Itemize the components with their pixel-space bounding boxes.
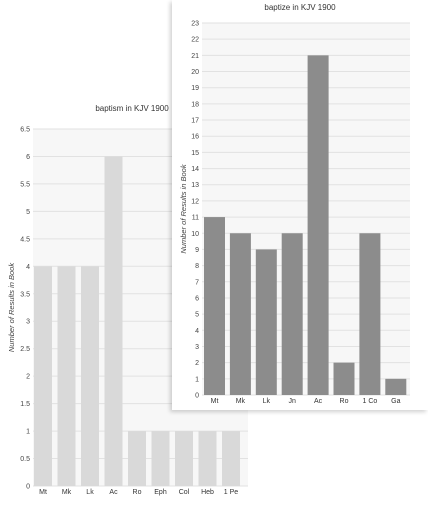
baptize-chart-panel: baptize in KJV 1900 0 1 2 3 4 5 6 7 8 9 10 11 12 13 14 1… xyxy=(172,0,428,410)
x-tick-label: Lk xyxy=(86,489,94,496)
bar-ga[interactable] xyxy=(385,378,407,395)
y-tick-label: 13 xyxy=(191,182,199,189)
y-tick-label: 5 xyxy=(26,209,30,216)
bar-1-co[interactable] xyxy=(359,233,381,395)
bar-ro[interactable] xyxy=(333,362,355,395)
bar-ac[interactable] xyxy=(307,55,329,395)
bar-eph[interactable] xyxy=(151,431,170,486)
y-tick-label: 17 xyxy=(191,118,199,125)
y-tick-label: 6.5 xyxy=(20,127,30,134)
y-tick-label: 1 xyxy=(195,376,199,383)
y-tick-label: 12 xyxy=(191,198,199,205)
bar-jn[interactable] xyxy=(281,233,303,395)
bar-col[interactable] xyxy=(175,431,193,486)
y-tick-label: 23 xyxy=(191,21,199,28)
y-tick-label: 1.5 xyxy=(20,401,30,408)
x-tick-label: Heb xyxy=(201,489,214,496)
y-tick-label: 4.5 xyxy=(20,236,30,243)
y-tick-label: 6 xyxy=(26,154,30,161)
y-axis-title: Number of Results in Book xyxy=(179,163,188,253)
y-tick-label: 15 xyxy=(191,150,199,157)
x-tick-label: 1 Pe xyxy=(224,489,239,496)
bar-mk[interactable] xyxy=(57,266,76,486)
x-tick-label: Lk xyxy=(263,398,271,405)
y-axis-title: Number of Results in Book xyxy=(7,262,16,352)
y-tick-label: 3 xyxy=(26,319,30,326)
y-tick-label: 7 xyxy=(195,279,199,286)
chart-title: baptize in KJV 1900 xyxy=(264,3,336,12)
y-tick-label: 16 xyxy=(191,134,199,141)
y-tick-label: 10 xyxy=(191,231,199,238)
y-tick-label: 2.5 xyxy=(20,346,30,353)
x-tick-label: Jn xyxy=(288,398,296,405)
y-tick-label: 2 xyxy=(195,360,199,367)
x-tick-label: Mt xyxy=(39,489,47,496)
bar-1-pe[interactable] xyxy=(222,431,240,486)
y-tick-label: 8 xyxy=(195,263,199,270)
y-tick-label: 0 xyxy=(195,393,199,400)
y-tick-label: 21 xyxy=(191,53,199,60)
x-tick-label: Ro xyxy=(340,398,349,405)
x-tick-label: 1 Co xyxy=(363,398,378,405)
x-tick-label: Eph xyxy=(154,489,167,496)
y-tick-label: 2 xyxy=(26,374,30,381)
bar-lk[interactable] xyxy=(81,266,99,486)
y-tick-label: 5.5 xyxy=(20,181,30,188)
y-tick-label: 22 xyxy=(191,37,199,44)
bar-mk[interactable] xyxy=(229,233,251,395)
y-tick-label: 18 xyxy=(191,101,199,108)
bar-heb[interactable] xyxy=(198,431,217,486)
y-tick-label: 9 xyxy=(195,247,199,254)
y-tick-label: 4 xyxy=(195,328,199,335)
y-tick-label: 20 xyxy=(191,69,199,76)
y-tick-label: 0 xyxy=(26,484,30,491)
y-tick-label: 1 xyxy=(26,429,30,436)
x-tick-label: Ga xyxy=(391,398,400,405)
bar-lk[interactable] xyxy=(255,249,277,395)
x-tick-label: Mk xyxy=(62,489,72,496)
y-tick-label: 19 xyxy=(191,85,199,92)
x-tick-label: Ac xyxy=(314,398,323,405)
baptize-chart: baptize in KJV 1900012345678910111213141… xyxy=(179,3,410,405)
y-tick-label: 5 xyxy=(195,312,199,319)
y-tick-label: 0.5 xyxy=(20,456,30,463)
x-tick-label: Ac xyxy=(109,489,118,496)
x-tick-label: Ro xyxy=(133,489,142,496)
x-tick-label: Col xyxy=(179,489,190,496)
x-tick-label: Mk xyxy=(236,398,246,405)
y-tick-label: 3 xyxy=(195,344,199,351)
y-tick-label: 3.5 xyxy=(20,291,30,298)
bar-ac[interactable] xyxy=(104,156,123,486)
bar-ro[interactable] xyxy=(128,431,146,486)
x-tick-label: Mt xyxy=(211,398,219,405)
y-tick-label: 14 xyxy=(191,166,199,173)
y-tick-label: 6 xyxy=(195,295,199,302)
y-tick-label: 11 xyxy=(192,215,199,222)
y-tick-label: 4 xyxy=(26,264,30,271)
bar-mt[interactable] xyxy=(34,266,52,486)
chart-title: baptism in KJV 1900 xyxy=(95,104,169,113)
bar-mt[interactable] xyxy=(204,217,225,395)
